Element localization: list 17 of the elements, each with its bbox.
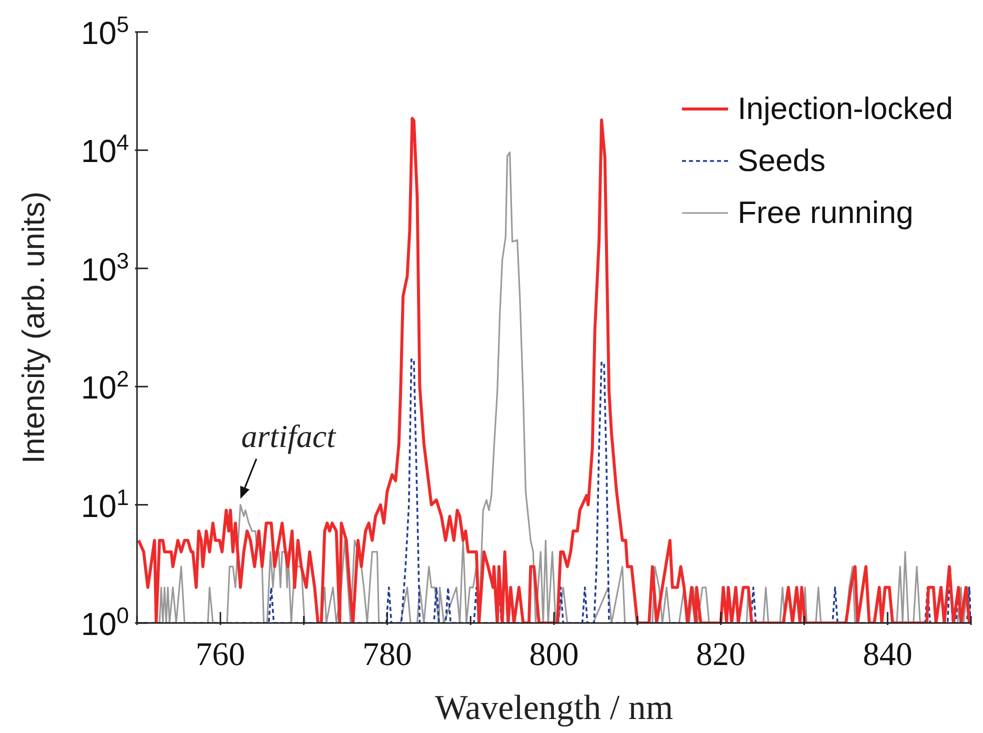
y-tick-label: 10$^{3}$ [80,248,129,288]
y-tick-label: 10$^{0}$ [80,602,129,642]
legend-label: Seeds [738,142,826,180]
y-tick-label: 10$^{2}$ [80,366,129,406]
legend-label: Injection-locked [738,90,953,128]
x-tick-label: 820 [696,637,746,673]
y-axis-title: Intensity (arb. units) [16,191,51,464]
x-tick-label: 760 [196,637,246,673]
x-axis-title: Wavelength / nm [434,688,674,727]
y-tick-label: 10$^{5}$ [80,12,129,51]
x-tick-label: 780 [362,637,412,673]
y-tick-label: 10$^{1}$ [80,484,129,524]
x-tick-label: 800 [529,637,579,673]
legend-label: Free running [738,194,914,232]
annotation: artifact [241,418,337,454]
y-tick-label: 10$^{4}$ [80,130,129,170]
x-tick-label: 840 [862,637,912,673]
